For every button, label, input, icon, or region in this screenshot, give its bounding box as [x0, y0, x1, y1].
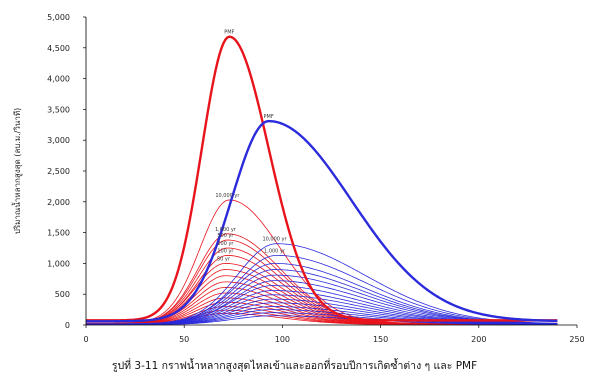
peak-label: 100 yr — [217, 248, 234, 254]
y-tick-label: 3,500 — [47, 105, 70, 114]
figure-caption: รูปที่ 3-11 กราฟน้ำหลากสูงสุดไหลเข้าและอ… — [111, 360, 478, 372]
y-tick-label: 500 — [55, 290, 70, 299]
x-tick-label: 100 — [275, 335, 290, 344]
y-tick-label: 1,000 — [47, 259, 70, 268]
peak-label: 500 yr — [217, 233, 234, 239]
x-ticks: 0 50 100 150 200 250 — [83, 325, 585, 344]
outflow-series-line — [86, 315, 558, 326]
peak-label: PMF — [264, 114, 274, 120]
inflow-series-line — [86, 35, 558, 322]
peak-label: 50 yr — [217, 256, 231, 262]
x-tick-label: 50 — [179, 335, 189, 344]
peak-label: 10,000 yr — [215, 193, 240, 199]
y-tick-label: 4,500 — [47, 44, 70, 53]
series-group — [86, 35, 558, 326]
y-tick-label: 2,000 — [47, 198, 70, 207]
y-tick-label: 5,000 — [47, 13, 70, 22]
outflow-series-line — [86, 119, 558, 323]
x-tick-label: 250 — [569, 335, 584, 344]
x-tick-label: 150 — [373, 335, 388, 344]
peak-label: 1,000 yr — [264, 248, 286, 254]
y-tick-label: 4,000 — [47, 75, 70, 84]
peak-label: PMF — [224, 30, 234, 36]
y-tick-label: 1,500 — [47, 229, 70, 238]
y-tick-label: 3,000 — [47, 136, 70, 145]
x-tick-label: 0 — [83, 335, 88, 344]
peak-label: 10,000 yr — [262, 237, 287, 243]
y-tick-label: 2,500 — [47, 167, 70, 176]
x-tick-label: 200 — [471, 335, 486, 344]
peak-label: 1,000 yr — [215, 227, 237, 233]
peak-label: 200 yr — [217, 241, 234, 247]
y-tick-label: 0 — [65, 321, 70, 330]
y-axis-title: ปริมาณน้ำหลากสูงสุด (ลบ.ม./วินาที) — [11, 108, 23, 234]
y-ticks: 0 500 1,000 1,500 2,000 2,500 3,000 3,500 4,000 4… — [47, 13, 86, 330]
